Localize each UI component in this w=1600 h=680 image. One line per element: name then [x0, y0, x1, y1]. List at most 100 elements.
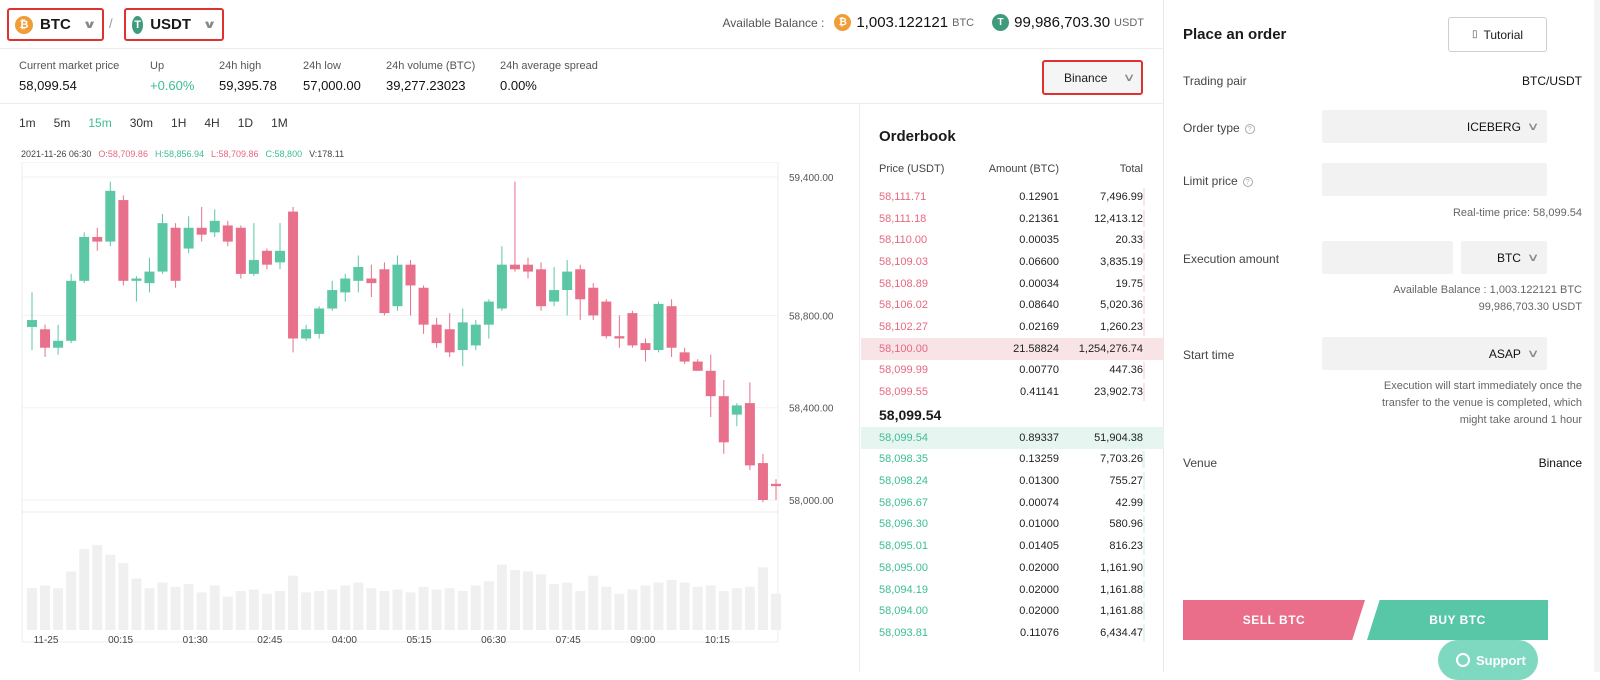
bid-row[interactable]: 58,094.00 0.02000 1,161.88 [861, 600, 1164, 622]
depth-bar [1143, 253, 1145, 271]
ask-row[interactable]: 58,100.00 21.58824 1,254,276.74 [861, 337, 1164, 360]
depth-bar [1127, 339, 1145, 358]
stat-label: 24h average spread [500, 60, 598, 72]
amount-column-header: Amount (BTC) [988, 163, 1059, 175]
y-tick-label: 58,000.00 [789, 496, 834, 507]
buy-button[interactable]: BUY BTC [1367, 600, 1548, 640]
quote-coin-select[interactable]: T USDT ∨ [124, 8, 224, 41]
help-icon[interactable]: ? [1242, 176, 1253, 187]
stat-24h-low: 24h low 57,000.00 [303, 60, 361, 93]
x-tick-label: 11-25 [34, 635, 59, 646]
candle-body [509, 264, 520, 270]
volume-bar [653, 582, 664, 630]
ask-row[interactable]: 58,111.18 0.21361 12,413.12 [861, 208, 1164, 230]
amount-cell: 0.00035 [1019, 234, 1059, 247]
amount-cell: 21.58824 [1013, 342, 1059, 355]
book-icon: ▯ [1471, 29, 1478, 40]
volume-bar [431, 589, 442, 630]
total-column-header: Total [1119, 163, 1143, 175]
chevron-down-icon: ∨ [1122, 72, 1136, 84]
support-button[interactable]: Support [1438, 640, 1538, 680]
timeframe-tab[interactable]: 1D [237, 116, 254, 130]
ask-row[interactable]: 58,111.71 0.12901 7,496.99 [861, 186, 1164, 208]
stat-value: 0.00% [500, 78, 537, 93]
bid-row[interactable]: 58,098.35 0.13259 7,703.26 [861, 449, 1164, 471]
ask-row[interactable]: 58,109.03 0.06600 3,835.19 [861, 251, 1164, 273]
venue-select[interactable]: Binance ∨ [1042, 60, 1143, 95]
timeframe-tab[interactable]: 30m [129, 116, 154, 130]
volume-bar [118, 563, 129, 630]
tutorial-button[interactable]: ▯ Tutorial [1448, 17, 1547, 52]
candle-body [379, 269, 390, 314]
chevron-down-icon: ∨ [1526, 348, 1540, 360]
volume-bar [601, 586, 612, 630]
btc-balance-unit: BTC [952, 16, 975, 29]
bid-row[interactable]: 58,094.19 0.02000 1,161.88 [861, 579, 1164, 601]
tutorial-label: Tutorial [1483, 27, 1524, 42]
usdt-balance-unit: USDT [1114, 16, 1144, 29]
sell-button[interactable]: SELL BTC [1183, 600, 1365, 640]
pair-bar: ₿ BTC ∨ / T USDT ∨ Available Balance : ₿… [0, 0, 1164, 49]
volume-bar [744, 586, 755, 630]
timeframe-tab[interactable]: 1M [271, 116, 288, 130]
timeframe-tab[interactable]: 4H [204, 116, 220, 130]
start-time-select[interactable]: ASAP ∨ [1322, 337, 1547, 370]
volume-bar [79, 549, 90, 630]
bid-row[interactable]: 58,095.00 0.02000 1,161.90 [861, 557, 1164, 579]
limit-price-input[interactable] [1322, 163, 1547, 196]
ask-row[interactable]: 58,108.89 0.00034 19.75 [861, 273, 1164, 295]
timeframe-tab[interactable]: 1m [19, 116, 36, 130]
bid-row[interactable]: 58,096.30 0.01000 580.96 [861, 514, 1164, 536]
order-type-select[interactable]: ICEBERG ∨ [1322, 110, 1547, 143]
ask-row[interactable]: 58,110.00 0.00035 20.33 [861, 229, 1164, 251]
depth-bar [1142, 450, 1145, 469]
candle-body [183, 227, 194, 249]
candle-body [496, 264, 507, 309]
bid-row[interactable]: 58,096.67 0.00074 42.99 [861, 492, 1164, 514]
timeframe-tab[interactable]: 1H [171, 116, 187, 130]
candle-body [653, 303, 664, 351]
depth-bar [1143, 472, 1145, 490]
candle-body [705, 370, 716, 397]
volume-bar [66, 571, 77, 630]
stat-label: Current market price [19, 60, 120, 72]
timeframe-tab[interactable]: 5m [53, 116, 71, 130]
volume-bar [27, 588, 37, 630]
candle-body [549, 290, 560, 302]
depth-bar [1127, 428, 1145, 447]
candle-body [209, 220, 220, 233]
timeframe-tab-active[interactable]: 15m [88, 116, 112, 130]
amount-cell: 0.08640 [1019, 299, 1059, 312]
volume-bar [470, 585, 481, 630]
bid-row[interactable]: 58,093.81 0.11076 6,434.47 [861, 622, 1164, 644]
x-tick-label: 02:45 [257, 635, 282, 646]
ask-row[interactable]: 58,106.02 0.08640 5,020.36 [861, 294, 1164, 316]
ask-row[interactable]: 58,099.55 0.41141 23,902.73 [861, 381, 1164, 403]
base-coin-select[interactable]: ₿ BTC ∨ [7, 8, 104, 41]
order-type-value: ICEBERG [1466, 119, 1521, 134]
volume-bar [718, 590, 729, 630]
volume-bar [627, 589, 638, 630]
candle-body [614, 336, 625, 339]
execution-unit-select[interactable]: BTC ∨ [1461, 241, 1547, 274]
amount-cell: 0.00770 [1019, 364, 1059, 377]
execution-amount-input[interactable] [1322, 241, 1453, 274]
volume-bar [496, 564, 507, 630]
stat-value: 58,099.54 [19, 78, 77, 93]
total-cell: 42.99 [1115, 496, 1143, 509]
ask-row[interactable]: 58,102.27 0.02169 1,260.23 [861, 316, 1164, 338]
volume-bar [288, 575, 299, 630]
candle-body [131, 278, 142, 281]
bid-row[interactable]: 58,099.54 0.89337 51,904.38 [861, 426, 1164, 449]
candlestick-chart[interactable]: 59,400.00 58,800.00 58,400.00 58,000.00 11-2… [0, 162, 859, 672]
candle-body [575, 269, 586, 300]
scrollbar[interactable] [1594, 0, 1600, 672]
ask-row[interactable]: 58,099.99 0.00770 447.36 [861, 360, 1164, 382]
volume-bar [222, 596, 233, 630]
base-coin-label: BTC [40, 16, 71, 33]
bid-row[interactable]: 58,095.01 0.01405 816.23 [861, 535, 1164, 557]
volume-bar [131, 578, 142, 630]
bid-row[interactable]: 58,098.24 0.01300 755.27 [861, 470, 1164, 492]
volume-bar [705, 585, 716, 630]
help-icon[interactable]: ? [1244, 123, 1255, 134]
